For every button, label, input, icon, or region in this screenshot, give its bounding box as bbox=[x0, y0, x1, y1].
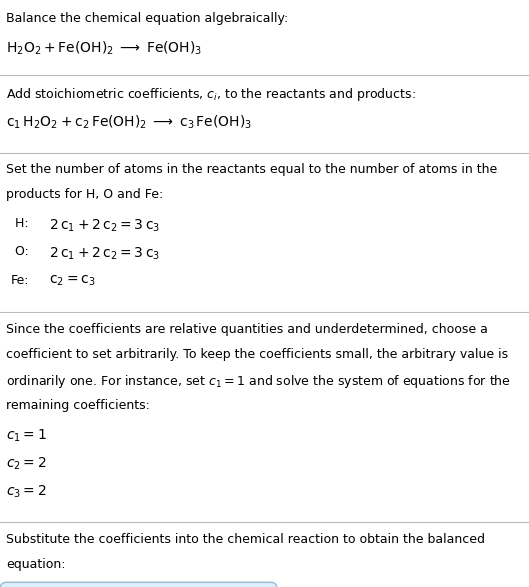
Text: products for H, O and Fe:: products for H, O and Fe: bbox=[6, 188, 163, 201]
Text: remaining coefficients:: remaining coefficients: bbox=[6, 399, 150, 411]
Text: Balance the chemical equation algebraically:: Balance the chemical equation algebraica… bbox=[6, 12, 289, 25]
Text: $c_2 = 2$: $c_2 = 2$ bbox=[6, 456, 47, 472]
Text: $\mathrm{2\,c_1 + 2\,c_2 = 3\,c_3}$: $\mathrm{2\,c_1 + 2\,c_2 = 3\,c_3}$ bbox=[49, 217, 160, 234]
Text: H:: H: bbox=[11, 217, 28, 230]
Text: ordinarily one. For instance, set $c_1 = 1$ and solve the system of equations fo: ordinarily one. For instance, set $c_1 =… bbox=[6, 373, 512, 390]
Text: Since the coefficients are relative quantities and underdetermined, choose a: Since the coefficients are relative quan… bbox=[6, 323, 488, 336]
Text: $\mathrm{c_2 = c_3}$: $\mathrm{c_2 = c_3}$ bbox=[49, 274, 95, 288]
Text: equation:: equation: bbox=[6, 558, 66, 571]
Text: Fe:: Fe: bbox=[11, 274, 29, 286]
Text: $\mathrm{2\,c_1 + 2\,c_2 = 3\,c_3}$: $\mathrm{2\,c_1 + 2\,c_2 = 3\,c_3}$ bbox=[49, 245, 160, 262]
Text: Substitute the coefficients into the chemical reaction to obtain the balanced: Substitute the coefficients into the che… bbox=[6, 533, 485, 546]
Text: Set the number of atoms in the reactants equal to the number of atoms in the: Set the number of atoms in the reactants… bbox=[6, 163, 498, 176]
Text: O:: O: bbox=[11, 245, 29, 258]
Text: $\mathrm{H_2O_2 + Fe(OH)_2 \;\longrightarrow\; Fe(OH)_3}$: $\mathrm{H_2O_2 + Fe(OH)_2 \;\longrighta… bbox=[6, 40, 203, 58]
Text: $c_1 = 1$: $c_1 = 1$ bbox=[6, 427, 47, 444]
Text: $\mathrm{c_1\, H_2O_2 + c_2\, Fe(OH)_2 \;\longrightarrow\; c_3\, Fe(OH)_3}$: $\mathrm{c_1\, H_2O_2 + c_2\, Fe(OH)_2 \… bbox=[6, 114, 252, 131]
Text: $c_3 = 2$: $c_3 = 2$ bbox=[6, 484, 47, 500]
Text: coefficient to set arbitrarily. To keep the coefficients small, the arbitrary va: coefficient to set arbitrarily. To keep … bbox=[6, 348, 508, 361]
FancyBboxPatch shape bbox=[0, 582, 277, 587]
Text: Add stoichiometric coefficients, $c_i$, to the reactants and products:: Add stoichiometric coefficients, $c_i$, … bbox=[6, 86, 416, 103]
